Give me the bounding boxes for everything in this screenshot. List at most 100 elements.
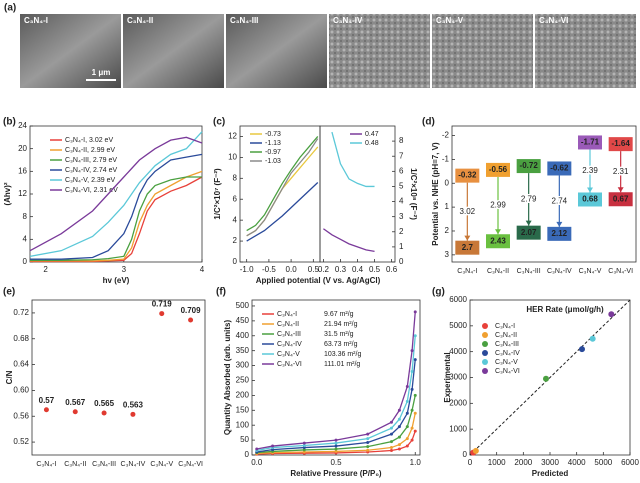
y-tick-label: 100 <box>236 420 250 429</box>
vb-box <box>608 192 633 207</box>
y-tick-label: -1 <box>442 155 450 164</box>
y-axis-label: Quantity Absorbed (arb. units) <box>223 320 232 436</box>
y-tick-label: 0 <box>399 257 404 266</box>
value-label: 0.565 <box>94 399 115 408</box>
y-tick-label: 3 <box>445 250 450 259</box>
marker <box>410 426 414 430</box>
x-tick-label: 0.6 <box>386 265 398 274</box>
series-line <box>29 131 203 257</box>
point <box>579 346 585 353</box>
x-tick-label: 0.4 <box>352 265 364 274</box>
image-label: C₃N₄-V <box>436 16 464 25</box>
marker <box>397 443 401 447</box>
x-axis-label: hv (eV) <box>103 276 130 285</box>
y-tick-label: 24 <box>18 121 27 130</box>
marker <box>413 393 417 397</box>
marker <box>334 447 338 451</box>
marker <box>302 446 306 450</box>
legend-value: 63.73 m²/g <box>324 341 358 348</box>
y-tick-label: 0 <box>463 450 468 459</box>
point <box>543 375 549 382</box>
point <box>43 407 49 413</box>
legend-value: 21.94 m²/g <box>324 321 358 328</box>
sem-image <box>432 14 533 88</box>
image-label: C₃N₄-III <box>230 16 258 25</box>
plot-frame <box>31 299 206 456</box>
y-tick-label: 2 <box>399 227 404 236</box>
x-tick-label: C₃N₄-II <box>487 268 509 275</box>
image-label: C₃N₄-VI <box>539 16 568 25</box>
x-tick-label: C₃N₄-VI <box>608 268 633 275</box>
marker <box>405 384 409 388</box>
marker <box>397 435 401 439</box>
y-tick-label: 0.60 <box>13 386 29 395</box>
legend-swatch <box>482 359 488 365</box>
legend-value: 103.36 m²/g <box>324 351 361 358</box>
cb-label: -0.62 <box>550 164 569 173</box>
gap-label: 2.31 <box>613 167 629 176</box>
vb-label: 0.67 <box>613 194 629 203</box>
y-tick-label: 8 <box>23 212 28 221</box>
series-line <box>256 311 416 450</box>
marker <box>413 334 417 338</box>
x-tick-label: 0.5 <box>330 458 342 467</box>
panel-label: (a) <box>4 3 16 14</box>
y-tick-label: 0.64 <box>13 360 29 369</box>
arrow-head <box>587 187 593 193</box>
cb-box <box>608 137 633 152</box>
vb-box <box>578 192 602 207</box>
y-tick-label: 0 <box>245 450 250 459</box>
marker <box>334 441 338 445</box>
y-tick-label: 6 <box>399 166 404 175</box>
x-tick-label: 4000 <box>568 458 586 467</box>
x-tick-label: 0.0 <box>286 265 298 274</box>
marker <box>397 417 401 421</box>
y-tick-label: 200 <box>236 390 250 399</box>
y-axis-label: 1/C²×10⁸ (F⁻²) <box>409 168 418 220</box>
gap-label: 2.74 <box>552 196 568 205</box>
y-tick-label: 0 <box>445 178 450 187</box>
y-tick-label: 3 <box>399 212 404 221</box>
marker <box>389 426 393 430</box>
marker <box>255 447 259 451</box>
series-line <box>30 170 203 262</box>
plot-frame <box>451 125 637 263</box>
gap-label: 2.79 <box>521 194 537 203</box>
series-line <box>256 413 416 455</box>
legend-label: 0.48 <box>365 140 379 147</box>
x-tick-label: C₃N₄-I <box>457 268 477 275</box>
legend-label: C₃N₄-V <box>495 359 518 366</box>
panel-label: (g) <box>432 287 445 298</box>
legend-label: C₃N₄-IV, 2.74 eV <box>65 167 117 174</box>
y-tick-label: 350 <box>236 346 250 355</box>
marker <box>271 448 275 452</box>
point <box>72 409 78 415</box>
x-tick-label: C₃N₄-V <box>150 461 173 468</box>
vb-box <box>516 225 541 240</box>
vb-label: 2.07 <box>521 228 537 237</box>
vb-label: 0.68 <box>582 195 598 204</box>
legend-label: -1.13 <box>265 140 281 147</box>
vb-box <box>486 234 510 249</box>
legend-title: HER Rate (μmol/g/h) <box>526 305 604 314</box>
vb-label: 2.43 <box>490 236 506 245</box>
y-tick-label: 10 <box>228 152 237 161</box>
arrow-head <box>464 235 471 241</box>
y-tick-label: 1 <box>399 242 404 251</box>
point <box>608 311 615 318</box>
cb-box <box>578 135 602 150</box>
x-tick-label: C₃N₄-III <box>92 461 116 468</box>
y-tick-label: 0 <box>233 257 238 266</box>
marker <box>302 450 306 454</box>
marker <box>334 444 338 448</box>
x-tick-label: -0.5 <box>262 265 276 274</box>
vb-label: 2.12 <box>552 229 568 238</box>
cb-label: -1.64 <box>612 139 631 148</box>
legend-label: C₃N₄-II <box>495 332 517 339</box>
series-line <box>246 182 319 242</box>
y-tick-label: 0.56 <box>13 411 29 420</box>
marker <box>413 429 417 433</box>
panel-label: (f) <box>216 287 226 298</box>
reference-line <box>469 299 631 456</box>
legend-swatch <box>482 368 488 374</box>
